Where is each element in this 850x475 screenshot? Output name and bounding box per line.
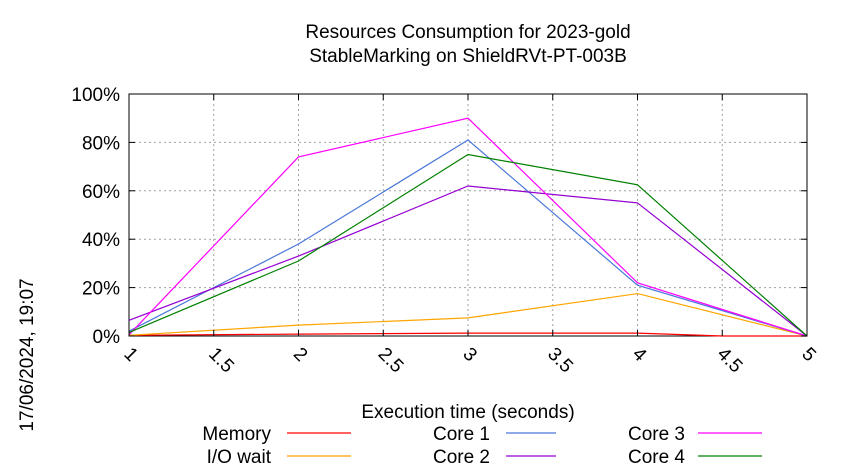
- legend-label-core-1: Core 1: [433, 424, 490, 445]
- y-tick-label: 80%: [82, 133, 120, 154]
- x-tick-label: 3.5: [543, 344, 577, 378]
- y-tick-label: 40%: [82, 230, 120, 251]
- chart-title-line-1: Resources Consumption for 2023-gold: [305, 22, 630, 43]
- x-tick-label: 5: [797, 344, 819, 366]
- legend-label-core-3: Core 3: [628, 424, 685, 445]
- x-tick-label: 4: [628, 344, 651, 367]
- x-tick-label: 4.5: [713, 344, 747, 378]
- legend-label-memory: Memory: [202, 424, 271, 445]
- legend-label-core-2: Core 2: [433, 447, 490, 468]
- timestamp-label: 17/06/2024, 19:07: [17, 278, 38, 431]
- x-tick-label: 2: [289, 344, 311, 366]
- y-tick-label: 20%: [82, 279, 120, 300]
- series-line-core-2: [128, 185, 808, 337]
- series-line-core-4: [128, 153, 808, 337]
- x-tick-label: 1: [119, 344, 141, 366]
- grid: [129, 94, 807, 336]
- x-axis-label: Execution time (seconds): [361, 402, 574, 423]
- chart-title-line-2: StableMarking on ShieldRVt-PT-003B: [309, 46, 627, 67]
- y-axis-ticks: 0% 20% 40% 60% 80% 100%: [71, 85, 807, 348]
- x-tick-label: 3: [458, 344, 480, 366]
- series-line-core-1: [128, 139, 808, 337]
- y-tick-label: 100%: [71, 85, 120, 106]
- legend-label-core-4: Core 4: [628, 447, 685, 468]
- y-tick-label: 0%: [93, 327, 121, 348]
- x-tick-label: 1.5: [204, 344, 238, 378]
- x-tick-label: 2.5: [374, 344, 408, 378]
- series-line-i-o-wait: [128, 292, 808, 337]
- legend-label-i-o-wait: I/O wait: [207, 447, 272, 468]
- y-tick-label: 60%: [82, 182, 120, 203]
- series-line-core-3: [128, 117, 808, 337]
